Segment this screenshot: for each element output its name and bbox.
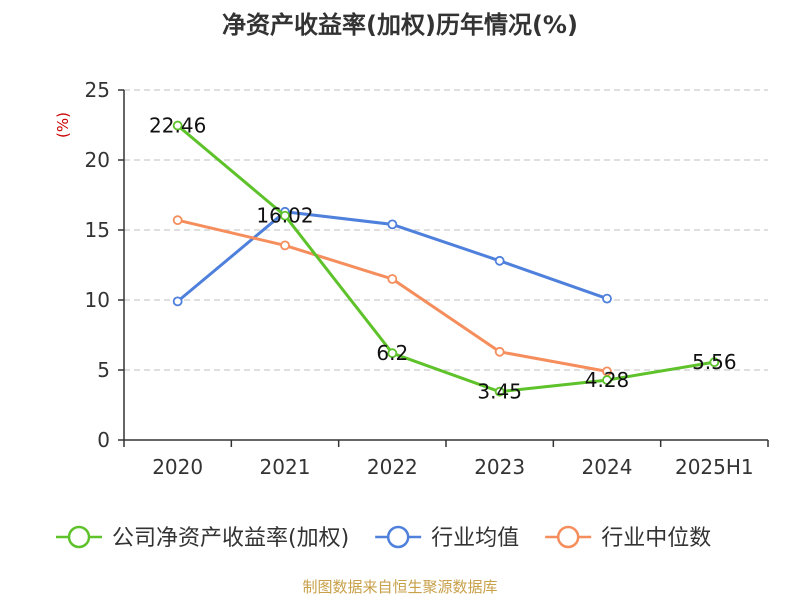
x-tick-label-2022: 2022: [367, 455, 418, 479]
series-1-point-2024: [602, 293, 612, 304]
x-tick-label-2025H1: 2025H1: [675, 455, 754, 479]
data-label-2020: 22.46: [149, 114, 206, 138]
series-0-point-2020: [172, 120, 183, 131]
axes: 0 5 10 15 20 25 2020 2021 2022 2023 2024 2025H1: [85, 78, 769, 479]
y-tick-label-25: 25: [85, 78, 110, 102]
series-0-point-2023: [494, 386, 505, 397]
series-0-point-2024: [602, 375, 612, 385]
x-tick-label-2020: 2020: [152, 455, 203, 479]
series-2-point-2021: [280, 240, 290, 251]
data-label-2021: 16.02: [256, 204, 313, 228]
series-1-point-2022: [387, 219, 398, 230]
y-tick-label-0: 0: [97, 428, 110, 452]
series-1-point-2023: [494, 255, 505, 266]
legend-label-2: 行业中位数: [601, 526, 711, 551]
legend-item-2[interactable]: 行业中位数: [545, 525, 711, 551]
data-label-2022: 6.2: [376, 341, 408, 365]
series-0-point-2021: [280, 210, 290, 221]
series-2-point-2020: [172, 215, 183, 226]
y-tick-label-20: 20: [85, 148, 110, 172]
x-tick-label-2021: 2021: [260, 455, 311, 479]
legend-label-1: 行业均值: [431, 526, 519, 551]
data-label-2023: 3.45: [477, 380, 522, 404]
y-tick-label-10: 10: [85, 288, 110, 312]
source-note: 制图数据来自恒生聚源数据库: [302, 578, 497, 596]
series-2-point-2023: [494, 346, 505, 357]
x-tick-label-2024: 2024: [582, 455, 633, 479]
series-2-point-2022: [387, 274, 398, 284]
y-tick-label-5: 5: [97, 358, 110, 382]
series-1-point-2020: [172, 296, 183, 307]
legend-marker-2: [556, 525, 580, 549]
data-label-2024: 4.28: [585, 368, 630, 392]
legend-item-0[interactable]: 公司净资产收益率(加权): [56, 525, 349, 551]
legend-item-1[interactable]: 行业均值: [375, 525, 519, 551]
series-line-0: [176, 124, 715, 394]
series-0-point-2022: [387, 348, 398, 359]
legend-marker-0: [67, 525, 91, 549]
legend-label-0: 公司净资产收益率(加权): [112, 526, 349, 551]
series-group: 22.46 16.02 6.2 3.45 4.28 5.56: [149, 114, 737, 404]
y-axis-unit: (%): [54, 112, 72, 138]
x-tick-label-2023: 2023: [474, 455, 525, 479]
legend-marker-1: [386, 525, 410, 549]
legend[interactable]: 公司净资产收益率(加权) 行业均值 行业中位数: [56, 525, 711, 551]
chart-title: 净资产收益率(加权)历年情况(%): [222, 11, 578, 39]
grid-lines: [124, 89, 768, 371]
data-label-2025H1: 5.56: [692, 350, 737, 374]
series-0-point-2025H1: [709, 357, 720, 368]
y-tick-label-15: 15: [85, 218, 110, 242]
